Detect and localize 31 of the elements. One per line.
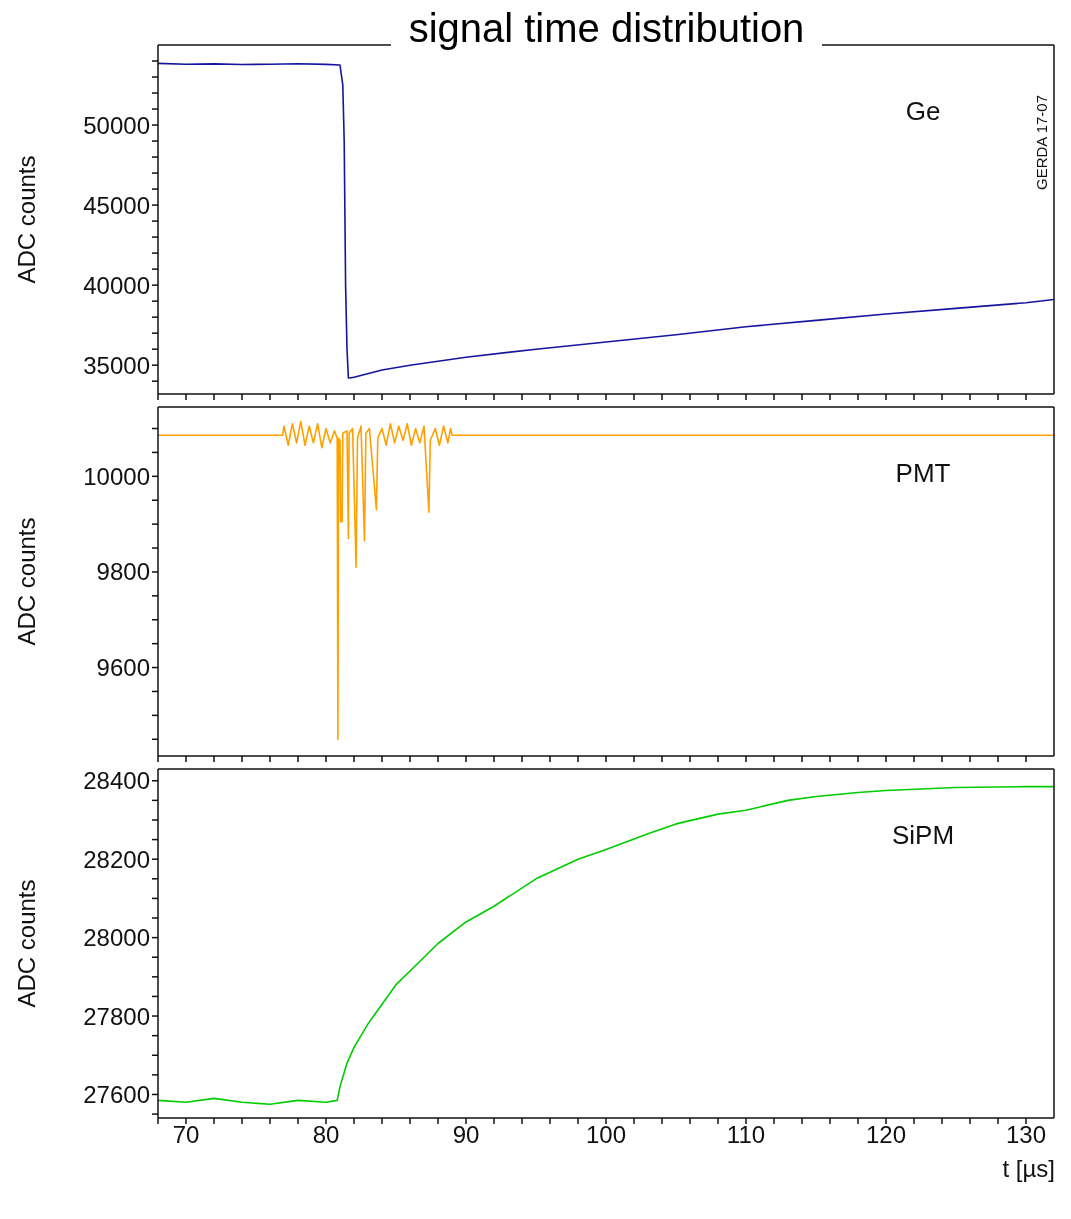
line-series — [158, 785, 1054, 1106]
x-tick-label: 80 — [312, 1121, 340, 1149]
x-tick-label: 90 — [452, 1121, 480, 1149]
annotation: PMT — [894, 458, 952, 489]
x-tick-label: 70 — [172, 1121, 200, 1149]
y-axis-title: ADC counts — [12, 517, 40, 646]
x-tick-label: 120 — [865, 1121, 907, 1149]
y-tick-label: 35000 — [83, 351, 150, 379]
y-tick-label: 28200 — [83, 845, 150, 873]
y-tick-label: 10000 — [83, 462, 150, 490]
x-tick-label: 110 — [726, 1121, 766, 1149]
line-series — [158, 62, 1054, 379]
annotation: Ge — [904, 96, 942, 127]
y-tick-label: 40000 — [83, 271, 150, 299]
x-tick-label: 100 — [585, 1121, 627, 1149]
y-tick-label: 9800 — [96, 558, 150, 586]
y-tick-label: 27800 — [83, 1002, 150, 1030]
y-axis-title: ADC counts — [12, 879, 40, 1008]
x-axis-title: t [µs] — [1002, 1154, 1055, 1184]
y-axis-title: ADC counts — [12, 155, 40, 284]
line-series — [158, 420, 1054, 741]
y-tick-label: 9600 — [96, 654, 150, 682]
y-tick-label: 45000 — [83, 191, 150, 219]
y-tick-label: 28000 — [83, 924, 150, 952]
y-tick-label: 50000 — [83, 111, 150, 139]
annotation: SiPM — [890, 820, 956, 851]
chart-title: signal time distribution — [390, 6, 823, 50]
y-tick-label: 28400 — [83, 767, 150, 795]
annotation: GERDA 17-07 — [1032, 94, 1050, 193]
x-tick-label: 130 — [1005, 1121, 1047, 1149]
y-tick-label: 27600 — [83, 1080, 150, 1108]
